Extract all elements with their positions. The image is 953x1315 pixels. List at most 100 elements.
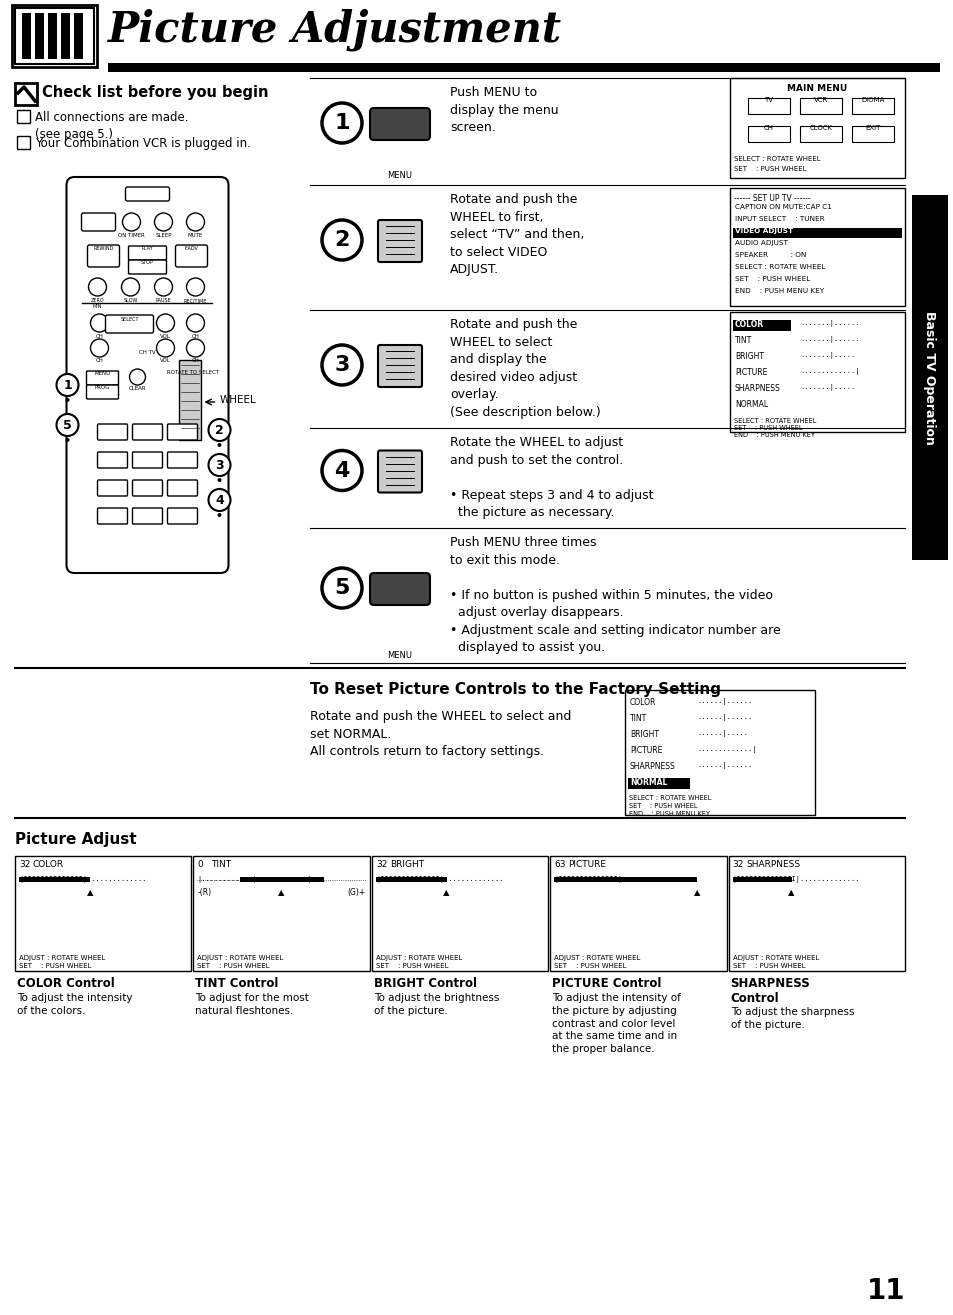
Text: MENU: MENU [94,371,111,376]
Text: |IIIIIIIIIIIIII|..............: |IIIIIIIIIIIIII|.............. [732,876,860,882]
Circle shape [156,339,174,356]
Text: INPUT SELECT    : TUNER: INPUT SELECT : TUNER [734,216,823,222]
Text: ▲: ▲ [787,888,794,897]
Text: 3: 3 [334,355,350,375]
Circle shape [322,220,361,260]
Text: CAPTION ON MUTE:CAP C1: CAPTION ON MUTE:CAP C1 [734,204,831,210]
Text: VIDEO ADJUST: VIDEO ADJUST [734,227,792,234]
Text: BRIGHT: BRIGHT [629,730,659,739]
Text: BRIGHT Control: BRIGHT Control [374,977,476,990]
Circle shape [91,314,109,331]
Circle shape [56,373,78,396]
Circle shape [156,314,174,331]
Text: PICTURE Control: PICTURE Control [552,977,660,990]
Text: CH: CH [95,358,103,363]
Text: MAIN MENU: MAIN MENU [786,84,846,93]
Text: WHEEL: WHEEL [219,394,256,405]
Text: 11: 11 [865,1277,904,1304]
Text: SHARPNESS
Control: SHARPNESS Control [730,977,809,1005]
Bar [800,126,841,142]
Text: Rotate the WHEEL to adjust
and push to set the control.

• Repeat steps 3 and 4 : Rotate the WHEEL to adjust and push to s… [450,437,653,519]
Text: ON TIMER: ON TIMER [118,233,145,238]
FancyBboxPatch shape [175,245,208,267]
FancyBboxPatch shape [377,345,421,387]
Text: .......|.....: .......|..... [800,352,854,359]
Text: PROG: PROG [94,385,111,391]
Text: BRIGHT: BRIGHT [734,352,763,362]
Text: .......|.....: .......|..... [800,384,854,391]
FancyBboxPatch shape [97,480,128,496]
Text: SELECT : ROTATE WHEEL: SELECT : ROTATE WHEEL [628,796,711,801]
Bar [372,856,548,970]
Text: 4: 4 [214,493,224,506]
FancyBboxPatch shape [97,452,128,468]
Bar [17,110,30,124]
Text: 32: 32 [375,860,387,869]
Text: SET    : PUSH WHEEL: SET : PUSH WHEEL [628,803,697,809]
Text: MENU: MENU [387,651,412,660]
Bar [19,877,90,882]
Circle shape [186,339,204,356]
Bar [179,360,201,441]
FancyBboxPatch shape [129,246,167,260]
Text: AUDIO ADJUST: AUDIO ADJUST [734,241,787,246]
Text: .......|......: .......|...... [800,337,859,343]
Bar [193,856,370,970]
Circle shape [121,277,139,296]
FancyBboxPatch shape [377,451,421,493]
Text: Push MENU three times
to exit this mode.

• If no button is pushed within 5 minu: Push MENU three times to exit this mode.… [450,537,780,654]
Text: 3: 3 [215,459,224,472]
Text: ------ SET UP TV ------: ------ SET UP TV ------ [733,195,810,203]
Text: SLEEP: SLEEP [155,233,172,238]
Text: To Reset Picture Controls to the Factory Setting: To Reset Picture Controls to the Factory… [310,682,720,697]
Text: END    : PUSH MENU KEY: END : PUSH MENU KEY [628,811,709,817]
Text: PICTURE: PICTURE [629,746,661,755]
Text: SET    : PUSH WHEEL: SET : PUSH WHEEL [19,963,91,969]
Bar [108,63,939,72]
Text: ADJUST : ROTATE WHEEL: ADJUST : ROTATE WHEEL [554,955,639,961]
Bar [851,99,893,114]
Text: ......|......: ......|...... [697,714,752,721]
Circle shape [91,339,109,356]
Text: REC/TIME: REC/TIME [184,299,207,302]
Bar [48,13,57,59]
Bar [550,856,726,970]
FancyBboxPatch shape [168,508,197,523]
Circle shape [322,568,361,608]
Text: CH TV: CH TV [139,350,155,355]
Text: VOL: VOL [160,358,171,363]
Text: ADJUST : ROTATE WHEEL: ADJUST : ROTATE WHEEL [19,955,105,961]
Text: Rotate and push the WHEEL to select and
set NORMAL.
All controls return to facto: Rotate and push the WHEEL to select and … [310,710,571,757]
Bar [747,126,789,142]
Bar [624,690,814,815]
FancyBboxPatch shape [67,178,229,573]
Text: COLOR Control: COLOR Control [17,977,114,990]
Text: END    : PUSH MENU KEY: END : PUSH MENU KEY [734,288,823,295]
Text: DIOMA: DIOMA [861,97,883,103]
Text: CH: CH [192,358,199,363]
FancyBboxPatch shape [106,316,153,333]
Bar [627,778,689,789]
Text: SET    : PUSH WHEEL: SET : PUSH WHEEL [554,963,626,969]
Circle shape [322,451,361,490]
FancyBboxPatch shape [370,108,430,139]
FancyBboxPatch shape [370,573,430,605]
Circle shape [66,398,70,402]
Text: (G)+: (G)+ [347,888,365,897]
Text: TINT: TINT [734,337,752,345]
Bar [851,126,893,142]
Text: -(R): -(R) [197,888,212,897]
FancyBboxPatch shape [132,452,162,468]
Text: ADJUST : ROTATE WHEEL: ADJUST : ROTATE WHEEL [732,955,818,961]
Text: 5: 5 [63,418,71,431]
Text: 32: 32 [732,860,743,869]
Bar [15,83,37,105]
Bar [732,227,901,238]
Text: |IIIIIIIIIIIIII|..............: |IIIIIIIIIIIIII|.............. [19,876,147,882]
Circle shape [186,314,204,331]
Circle shape [89,277,107,296]
Bar [747,99,789,114]
Bar [800,99,841,114]
Text: |IIIIIIIIIIIIII|..............: |IIIIIIIIIIIIII|.............. [554,876,681,882]
Text: PICTURE: PICTURE [568,860,605,869]
